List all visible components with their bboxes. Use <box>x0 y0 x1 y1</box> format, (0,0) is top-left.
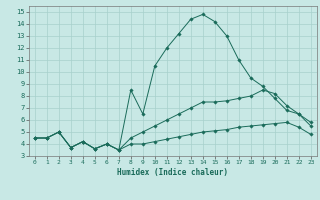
X-axis label: Humidex (Indice chaleur): Humidex (Indice chaleur) <box>117 168 228 177</box>
